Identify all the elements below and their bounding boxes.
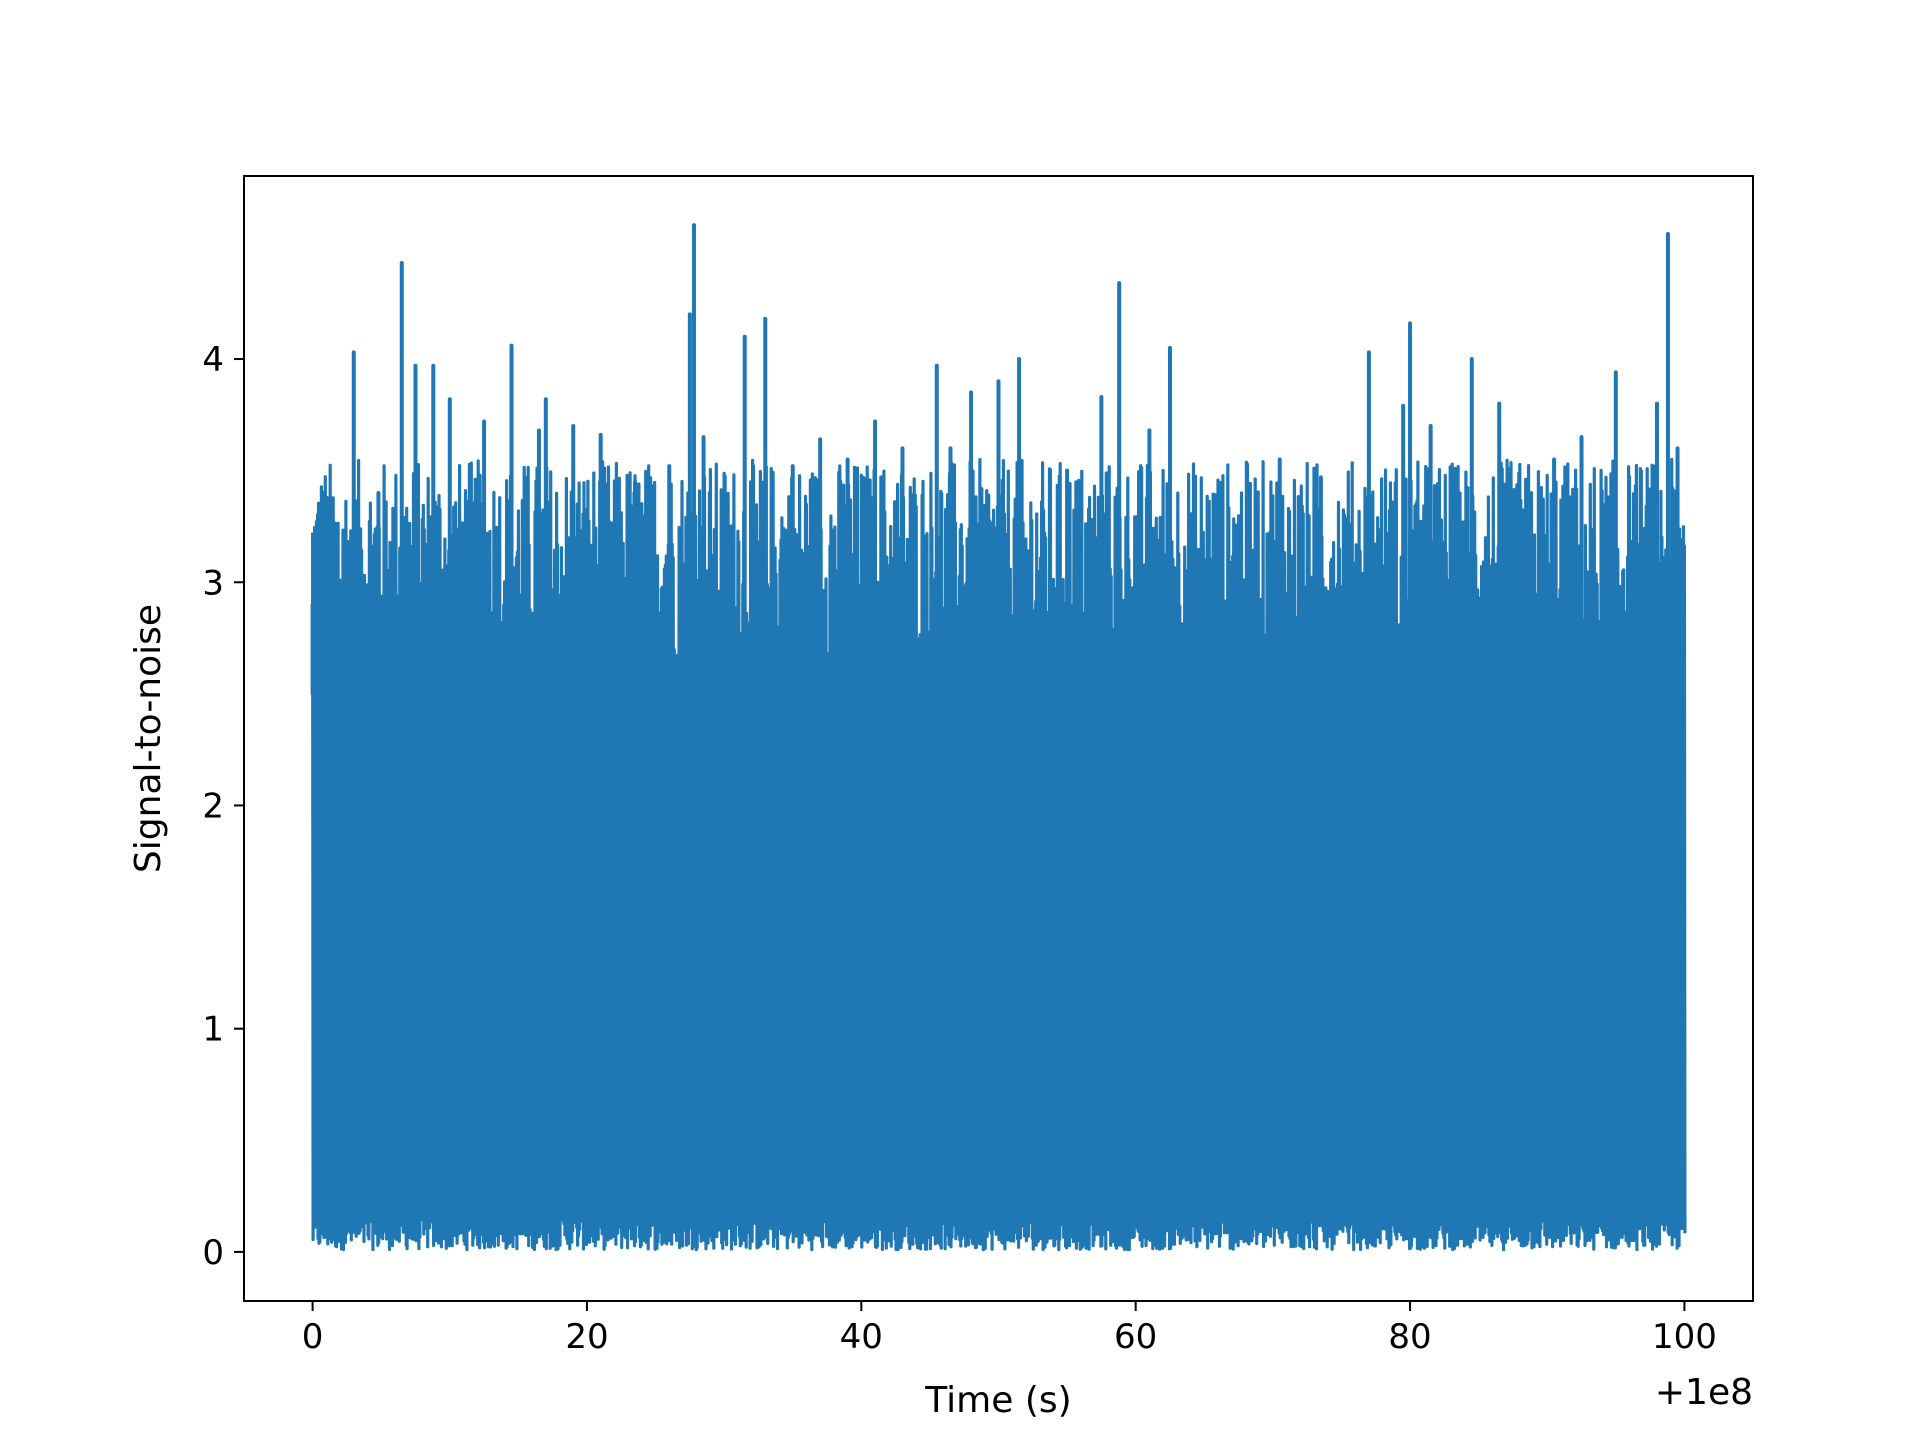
- y-tick-label: 1: [202, 1010, 224, 1050]
- y-tick-label: 4: [202, 340, 224, 380]
- x-tick-label: 80: [1388, 1317, 1431, 1357]
- y-tick-label: 0: [202, 1233, 224, 1273]
- x-axis-offset-label: +1e8: [1655, 1372, 1753, 1413]
- x-tick-label: 20: [565, 1317, 608, 1357]
- x-tick-label: 0: [302, 1317, 324, 1357]
- axes-frame: [243, 175, 1754, 1302]
- y-tick-label: 3: [202, 563, 224, 603]
- x-tick-label: 60: [1114, 1317, 1157, 1357]
- y-tick-label: 2: [202, 786, 224, 826]
- tick-layer: 0 20 40 60 80 100 0 1 2 3 4: [202, 340, 1717, 1357]
- plot-area: [310, 223, 1687, 1252]
- x-tick-label: 100: [1652, 1317, 1717, 1357]
- x-axis-label: Time (s): [924, 1380, 1071, 1421]
- y-axis-label: Signal-to-noise: [128, 604, 169, 873]
- x-tick-label: 40: [840, 1317, 883, 1357]
- series-fill: [312, 682, 1685, 1212]
